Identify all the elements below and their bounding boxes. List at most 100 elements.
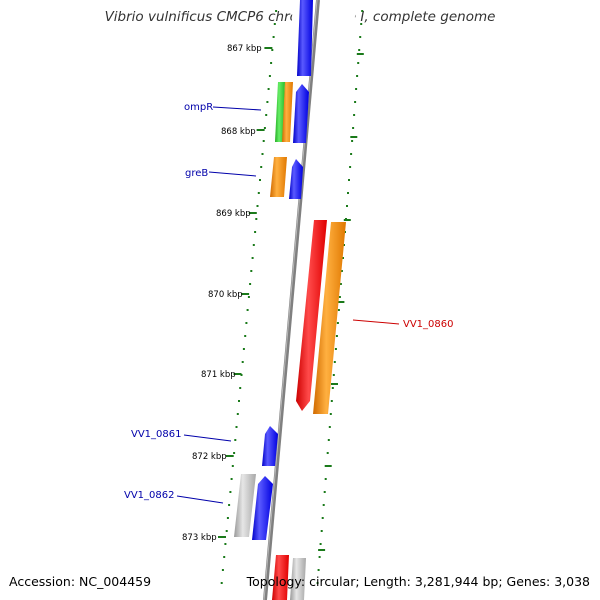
scale-dot [268, 75, 271, 77]
scale-dot [346, 205, 348, 207]
scale-dot [266, 101, 269, 103]
scale-dot [275, 10, 278, 12]
gene-label-leaders [176, 106, 400, 504]
gene-arrow-vv1-0860-orange [313, 222, 346, 414]
scale-dot [343, 244, 345, 246]
scale-dot [322, 504, 325, 506]
scale-dot [263, 127, 266, 129]
scale-tick-marks [218, 47, 364, 551]
scale-dot [262, 140, 265, 142]
scale-dot [324, 478, 327, 480]
scale-dot [260, 166, 263, 168]
scale-dot [241, 361, 244, 363]
scale-dot [265, 114, 268, 116]
tick-label-871: 871 kbp [201, 370, 236, 380]
scale-dot [323, 491, 326, 493]
scale-dot [360, 23, 363, 25]
leader-ompr [212, 106, 262, 111]
scale-dot [238, 400, 240, 402]
scale-dot [239, 387, 242, 389]
scale-dot [342, 257, 344, 259]
scale-dot [220, 582, 223, 584]
gene-label-vv1-0862[interactable]: VV1_0862 [124, 490, 175, 501]
scale-dot [350, 153, 353, 155]
scale-dot [356, 75, 359, 77]
scale-dot [270, 62, 273, 64]
gene-label-vv1-0861[interactable]: VV1_0861 [131, 429, 182, 440]
scale-dot [361, 10, 364, 12]
scale-dot [351, 140, 354, 142]
gene-arrow [290, 558, 306, 600]
scale-dot [352, 127, 355, 129]
gene-arrow [297, 0, 313, 76]
scale-dot [319, 543, 322, 545]
scale-dot [320, 530, 323, 532]
scale-dot [330, 400, 333, 402]
scale-dot [255, 218, 258, 220]
tick-label-867: 867 kbp [227, 44, 262, 54]
scale-dot [340, 270, 343, 272]
scale-dot [327, 439, 330, 441]
scale-dot [335, 335, 338, 337]
scale-dot [339, 283, 342, 285]
scale-dot [259, 179, 261, 181]
scale-dot [246, 309, 249, 311]
scale-dot [326, 452, 329, 454]
scale-dot [333, 361, 336, 363]
scale-dot [251, 257, 254, 259]
tick-labels: 867 kbp 868 kbp 869 kbp 870 kbp 871 kbp … [182, 44, 262, 543]
scale-dot [228, 504, 231, 506]
accession-text: Accession: NC_004459 [9, 574, 152, 589]
scale-dot [334, 348, 337, 350]
scale-dot [236, 413, 239, 415]
gene-arrow-vv1-0862-gray [234, 474, 256, 537]
scale-dot [223, 556, 226, 558]
gene-arrow [272, 555, 289, 600]
scale-dot [257, 192, 260, 194]
scale-dot [250, 270, 253, 272]
scale-dot [316, 582, 319, 584]
scale-dot [230, 478, 233, 480]
scale-dot [229, 491, 232, 493]
scale-dot [231, 465, 234, 467]
scale-dot [244, 335, 247, 337]
scale-dot [358, 49, 361, 51]
scale-dot [221, 569, 224, 571]
scale-dot [317, 569, 320, 571]
scale-dot [224, 543, 227, 545]
scale-dot [272, 36, 275, 38]
gene-arrow-vv1-0862 [252, 476, 273, 540]
scale-dot [273, 23, 276, 25]
scale-dot [348, 179, 350, 181]
scale-dot [357, 62, 360, 64]
scale-dot [271, 49, 274, 51]
scale-dot [318, 556, 321, 558]
scale-dot [336, 322, 339, 324]
scale-dot [233, 452, 236, 454]
scale-dot [256, 205, 259, 207]
gene-label-vv1-0860[interactable]: VV1_0860 [403, 319, 454, 330]
scale-dot [347, 192, 349, 194]
tick-label-873: 873 kbp [182, 533, 217, 543]
leader-vv1-0861 [183, 434, 232, 442]
gene-label-greb[interactable]: greB [185, 168, 208, 179]
tick-label-869: 869 kbp [216, 209, 251, 219]
scale-dot [329, 413, 332, 415]
scale-dot [254, 231, 257, 233]
gene-arrow-vv1-0860-red [296, 220, 327, 411]
scale-dot [353, 114, 356, 116]
gene-labels: ompR greB VV1_0860 VV1_0861 VV1_0862 [124, 102, 454, 501]
scale-dot [226, 517, 229, 519]
scale-dot [267, 88, 270, 90]
scale-dot [225, 530, 228, 532]
scale-dot [247, 296, 250, 298]
leader-greb [208, 171, 257, 177]
scale-dot [349, 166, 352, 168]
scale-dot [321, 517, 324, 519]
scale-dot [235, 426, 238, 428]
tick-label-872: 872 kbp [192, 452, 227, 462]
scale-dot [249, 283, 252, 285]
scale-dot [354, 101, 357, 103]
gene-label-ompr[interactable]: ompR [184, 102, 213, 113]
scale-dot [245, 322, 248, 324]
